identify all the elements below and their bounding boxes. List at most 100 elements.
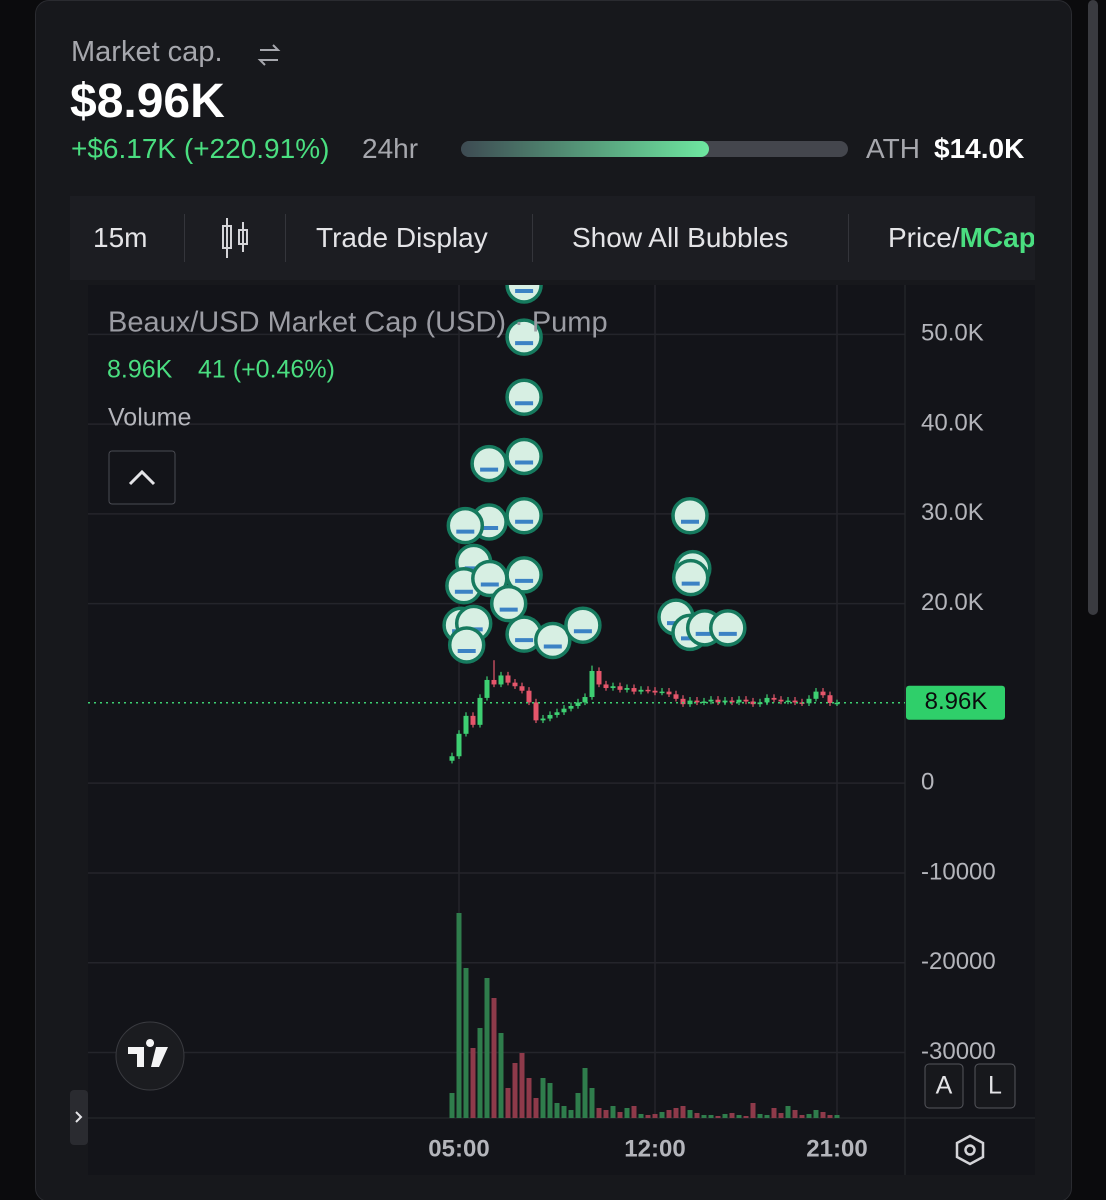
price-mcap-toggle[interactable]: Price/MCap — [888, 222, 1034, 254]
log-scale-text: L — [988, 1072, 1002, 1100]
volume-bar — [526, 1078, 532, 1118]
candle-body — [806, 698, 812, 704]
bubble-icon — [515, 460, 534, 465]
bubbles-button[interactable]: Show All Bubbles — [572, 222, 789, 253]
trade-display-button[interactable]: Trade Display — [316, 222, 488, 253]
volume-bar — [491, 998, 497, 1118]
trade-bubble — [505, 437, 543, 476]
candle-body — [589, 670, 595, 698]
trade-bubble — [564, 606, 602, 644]
divider — [184, 214, 185, 262]
bubble-layer — [442, 285, 747, 664]
side-tab-icon — [75, 1111, 83, 1123]
candle-body — [610, 686, 616, 689]
candle-body — [764, 697, 770, 703]
volume-bar — [785, 1106, 791, 1118]
volume-bar — [568, 1110, 574, 1118]
volume-bar — [827, 1115, 833, 1118]
volume-bar — [554, 1103, 560, 1118]
candle-body — [680, 698, 686, 705]
scrollbar[interactable] — [1088, 0, 1098, 615]
volume-bar — [533, 1098, 539, 1118]
bubble-icon — [515, 578, 534, 583]
volume-bar — [603, 1110, 609, 1118]
volume-bar — [806, 1114, 812, 1118]
volume-bar — [575, 1093, 581, 1118]
bubble-icon — [515, 519, 534, 524]
x-tick-label: 05:00 — [428, 1135, 489, 1162]
candle-body — [512, 682, 518, 687]
candle-body — [456, 733, 462, 757]
interval-button[interactable]: 15m — [93, 222, 148, 253]
volume-bar — [757, 1114, 763, 1118]
candle-body — [624, 688, 630, 690]
settings-icon-center — [964, 1144, 976, 1156]
bubble-icon — [681, 519, 699, 524]
market-cap-value: $8.96K — [70, 75, 225, 128]
candle-body — [659, 691, 665, 694]
bubble-icon — [457, 648, 476, 653]
candle-body — [827, 695, 833, 704]
volume-bar — [610, 1106, 616, 1118]
volume-bar — [673, 1108, 679, 1118]
volume-bar — [505, 1088, 511, 1118]
price-option[interactable]: Price/ — [888, 222, 960, 253]
ath-progress — [461, 141, 709, 157]
volume-bar — [624, 1108, 630, 1118]
x-tick-label: 21:00 — [806, 1135, 867, 1162]
candle-body — [708, 699, 714, 702]
volume-bar — [631, 1106, 637, 1118]
candle-body — [785, 700, 791, 703]
bubble-icon — [515, 289, 534, 293]
volume-bar — [547, 1083, 553, 1118]
volume-bar — [708, 1115, 714, 1118]
divider — [848, 214, 849, 262]
bubble-icon — [499, 607, 518, 612]
trade-bubble — [671, 558, 710, 597]
volume-bar — [484, 978, 490, 1118]
auto-scale-text: A — [936, 1072, 953, 1100]
collapse-icon — [128, 469, 156, 486]
ath-track — [461, 141, 848, 157]
y-tick-label: 30.0K — [921, 499, 984, 526]
candle-body — [638, 689, 644, 692]
candle-body — [526, 690, 532, 703]
candle-body — [554, 712, 560, 715]
volume-bar — [778, 1113, 784, 1118]
y-tick-label: 20.0K — [921, 589, 984, 616]
candle-body — [505, 675, 511, 683]
candle-body — [519, 686, 525, 691]
candle-type-button[interactable] — [218, 216, 252, 260]
change-period: 24hr — [362, 133, 419, 164]
volume-bar — [820, 1112, 826, 1118]
volume-bar — [764, 1115, 770, 1118]
y-tick-label: -20000 — [921, 948, 996, 975]
volume-bar — [722, 1114, 728, 1118]
candle-body — [778, 699, 784, 702]
candle-body — [750, 701, 756, 705]
volume-bar — [687, 1110, 693, 1118]
trade-bubble — [447, 626, 486, 664]
candle-body — [645, 689, 651, 692]
collapse-button[interactable] — [108, 450, 176, 505]
volume-bar — [456, 913, 462, 1118]
log-scale-button[interactable] — [974, 1063, 1016, 1109]
bubble-icon — [718, 631, 737, 636]
trade-bubble — [505, 378, 543, 416]
mcap-option[interactable]: MCap — [959, 222, 1034, 253]
settings-icon[interactable] — [955, 1134, 985, 1166]
side-tab[interactable] — [70, 1090, 88, 1145]
y-tick-label: 0 — [921, 769, 934, 796]
volume-bar — [596, 1108, 602, 1118]
swap-icon[interactable] — [256, 42, 284, 68]
candle-body — [540, 718, 546, 721]
candle-body — [673, 694, 679, 699]
trade-bubble — [709, 609, 747, 647]
candle-body — [652, 690, 658, 693]
volume-bar — [771, 1108, 777, 1118]
bubble-icon — [480, 467, 499, 472]
auto-scale-button[interactable] — [924, 1063, 964, 1109]
last-price-label: 8.96K — [925, 688, 988, 715]
tradingview-logo[interactable] — [115, 1021, 185, 1091]
candle-body — [813, 691, 819, 699]
